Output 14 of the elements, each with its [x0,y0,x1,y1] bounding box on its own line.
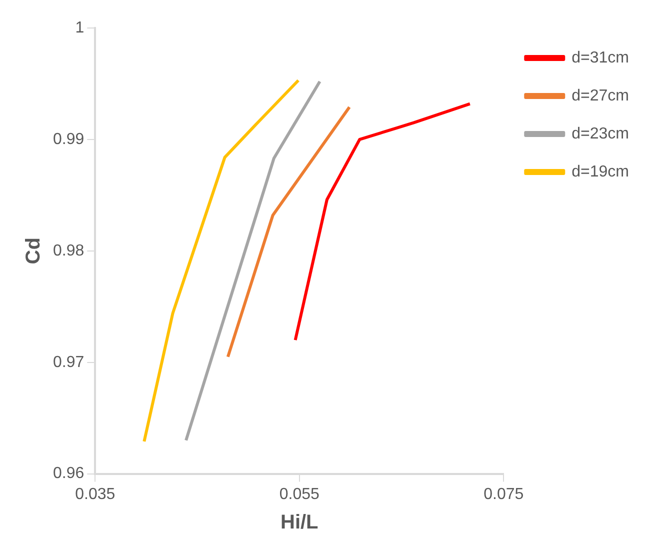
legend-label: d=23cm [572,125,630,142]
x-tick-label: 0.035 [75,486,116,503]
legend-label: d=19cm [572,163,630,180]
y-tick-label: 0.99 [53,130,84,148]
legend-label: d=31cm [572,49,630,66]
y-tick-label: 0.97 [53,354,84,371]
x-axis-title: Hi/L [280,512,318,534]
x-tick-label: 0.055 [279,486,320,503]
y-tick-label: 0.98 [53,242,84,260]
x-tick-label: 0.075 [484,486,524,503]
legend-label: d=27cm [572,87,630,104]
y-tick-label: 0.96 [53,465,84,482]
y-axis-title: Cd [22,238,45,264]
y-tick-label: 1 [75,19,84,36]
